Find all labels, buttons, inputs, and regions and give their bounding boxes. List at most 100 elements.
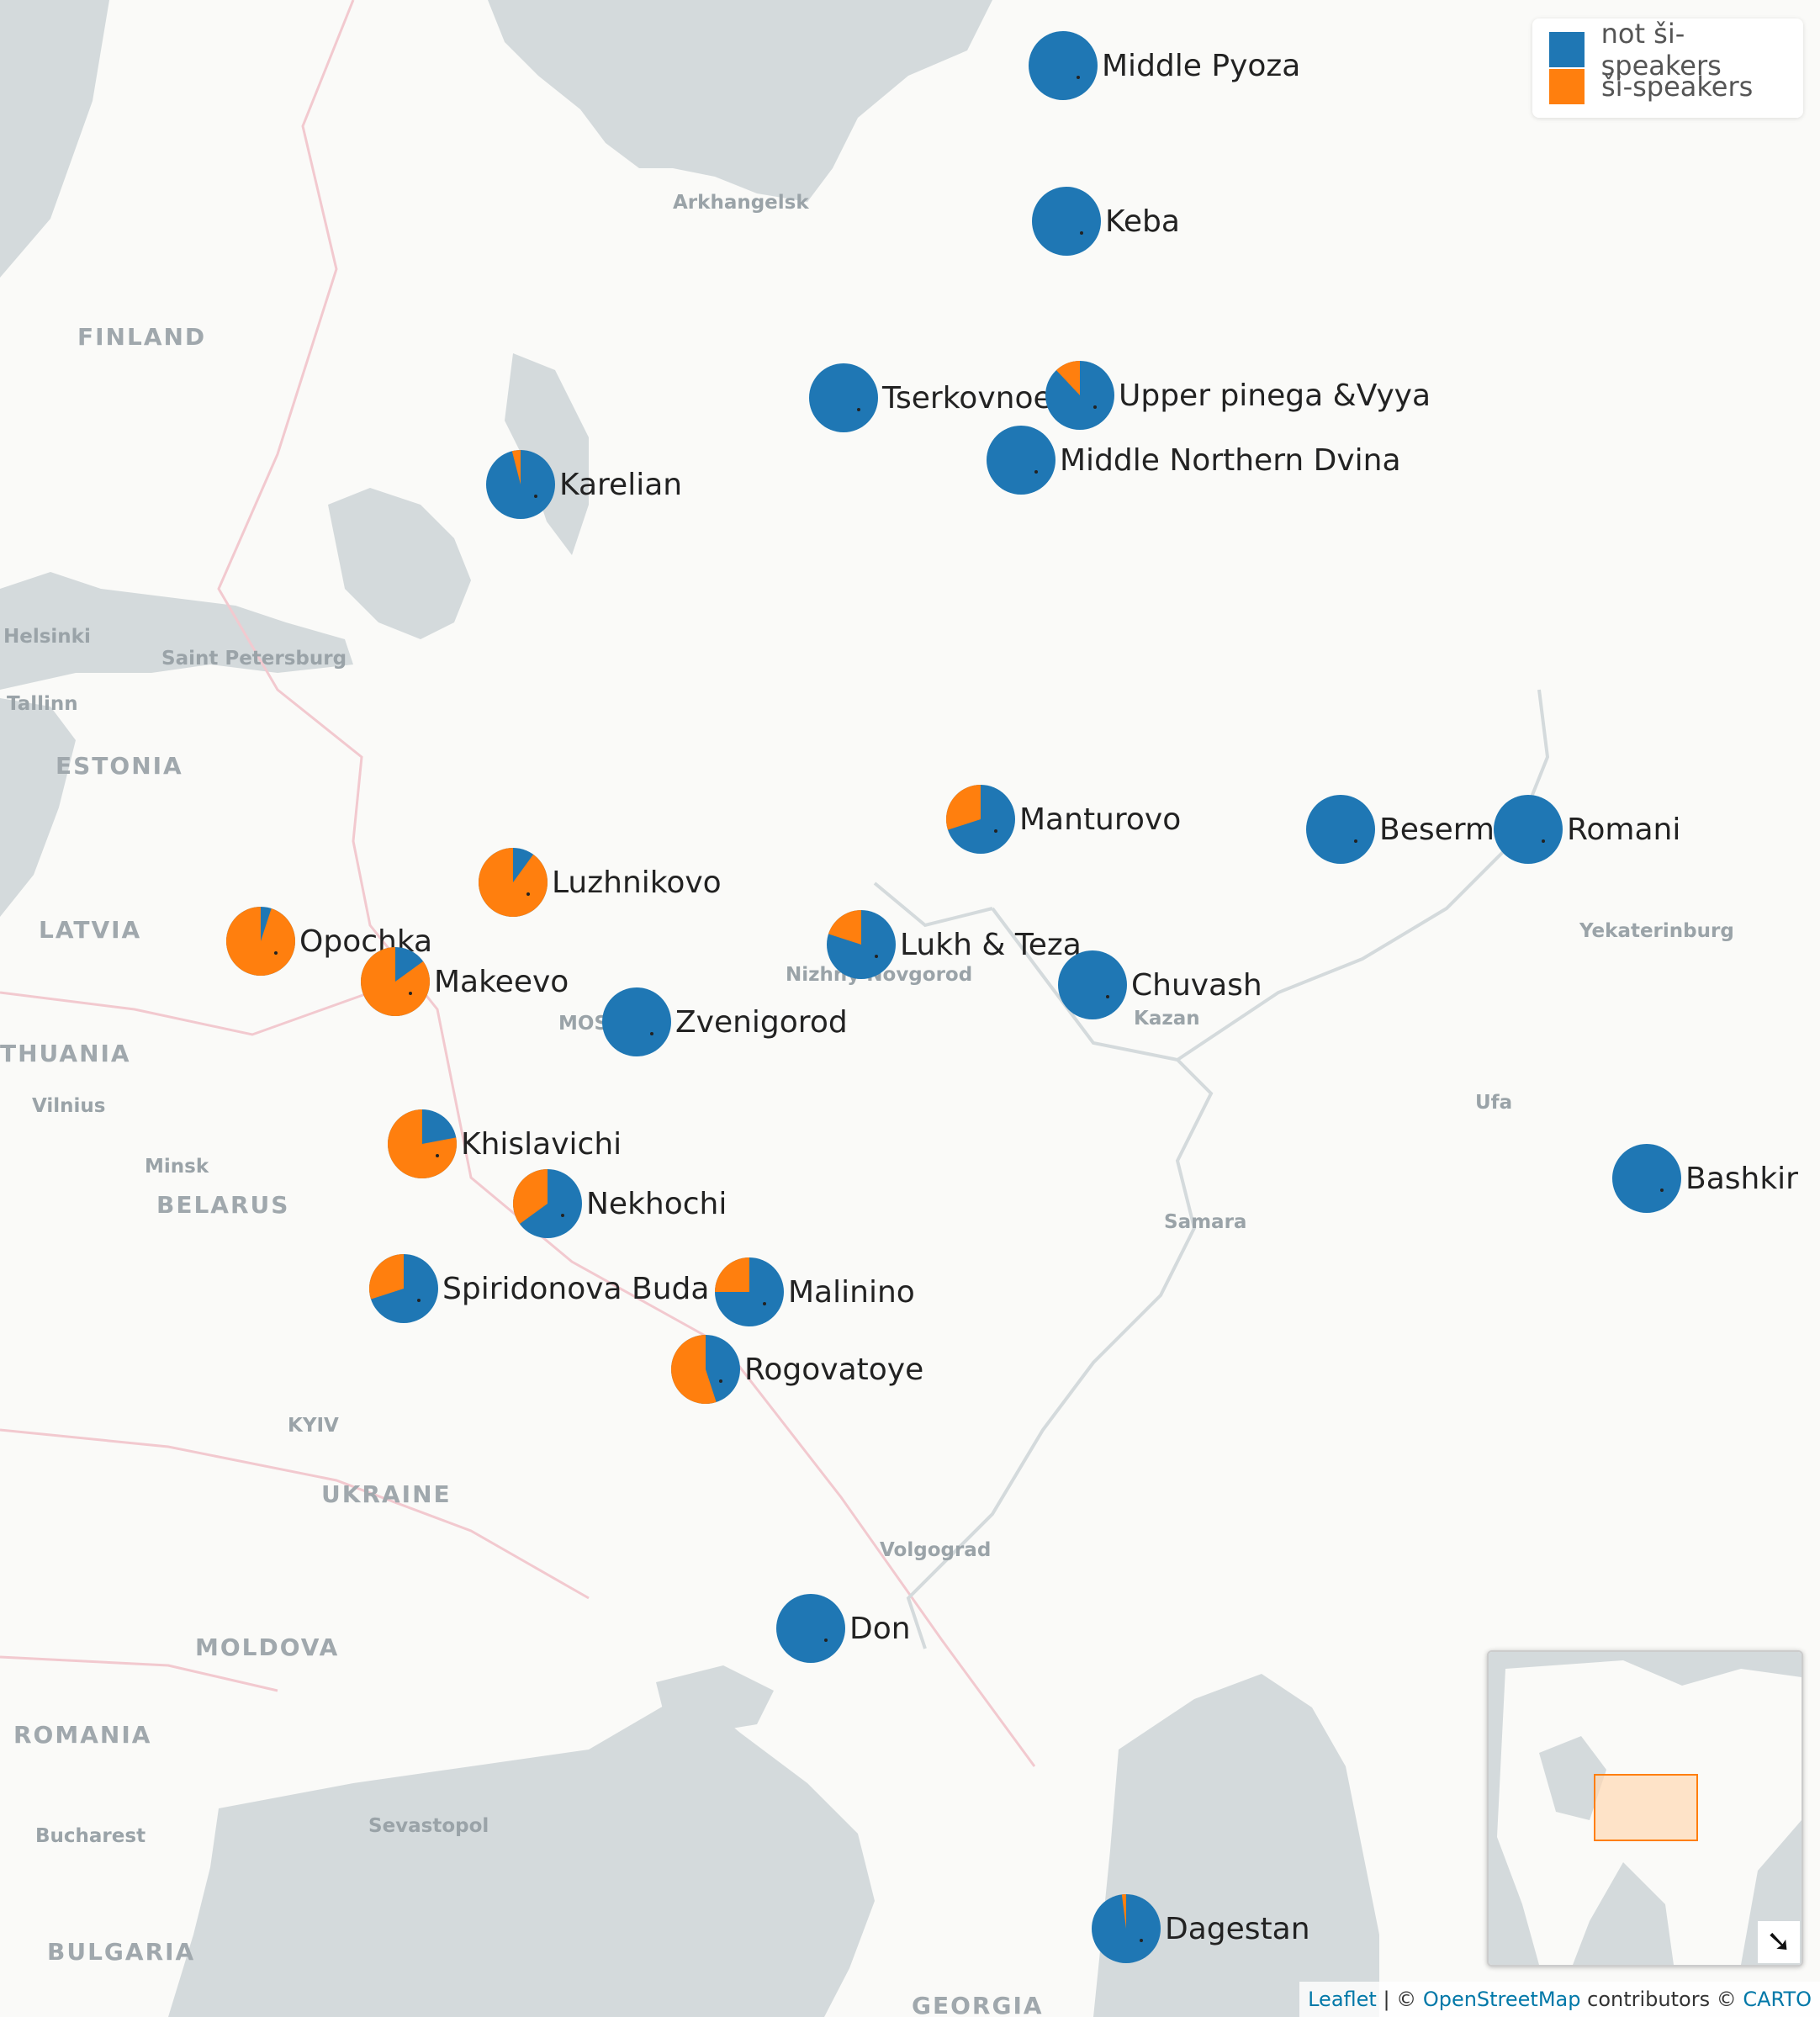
- pie-marker[interactable]: Chuvash: [1058, 950, 1262, 1019]
- pie-marker[interactable]: Luzhnikovo: [478, 848, 722, 917]
- osm-link[interactable]: OpenStreetMap: [1422, 1988, 1581, 2011]
- city-label: KYIV: [288, 1415, 339, 1437]
- city-label: Sevastopol: [368, 1815, 489, 1837]
- pie-anchor-dot: [1106, 995, 1109, 998]
- country-label: THUANIA: [0, 1040, 131, 1067]
- pie-anchor-dot: [274, 951, 278, 955]
- pie-anchor-dot: [994, 829, 997, 833]
- pie-label: Upper pinega &Vyya: [1119, 379, 1431, 413]
- pie-slice-si[interactable]: [225, 907, 295, 976]
- pie-slice-si[interactable]: [946, 785, 981, 830]
- minimap-viewport[interactable]: [1594, 1774, 1698, 1841]
- pie-slice-not-si[interactable]: [809, 363, 878, 432]
- pie-slice-si[interactable]: [715, 1257, 749, 1292]
- pie-slice-si[interactable]: [388, 1109, 458, 1178]
- pie-markers[interactable]: Middle Pyoza Keba Tserkovnoe Upper pinega &…: [225, 31, 1798, 1963]
- pie-anchor-dot: [417, 1299, 421, 1302]
- minimap[interactable]: ➘: [1487, 1650, 1803, 1967]
- country-labels: FINLAND ESTONIA LATVIA THUANIA BELARUS U…: [0, 323, 1044, 2017]
- pie-label: Tserkovnoe: [881, 381, 1052, 416]
- pie-marker[interactable]: Bashkir: [1612, 1144, 1798, 1213]
- pie-marker[interactable]: Nekhochi: [513, 1169, 727, 1238]
- pie-slice-not-si[interactable]: [1612, 1144, 1681, 1213]
- country-label: GEORGIA: [912, 1992, 1044, 2017]
- pie-slice-si[interactable]: [478, 848, 548, 917]
- pie-marker[interactable]: Romani: [1494, 795, 1680, 864]
- pie-slice-not-si[interactable]: [776, 1594, 845, 1663]
- pie-anchor-dot: [1660, 1188, 1664, 1192]
- pie-marker[interactable]: Manturovo: [946, 785, 1181, 854]
- pie-anchor-dot: [763, 1302, 766, 1305]
- pie-label: Dagestan: [1165, 1912, 1310, 1946]
- leaflet-link[interactable]: Leaflet: [1308, 1988, 1377, 2011]
- pie-slice-si[interactable]: [670, 1335, 717, 1404]
- city-label: MOS: [558, 1013, 608, 1035]
- pie-slice-si[interactable]: [513, 1169, 548, 1225]
- city-label: Kazan: [1134, 1008, 1200, 1030]
- pie-slice-si[interactable]: [828, 910, 861, 945]
- pie-anchor-dot: [824, 1638, 828, 1642]
- pie-slice-not-si[interactable]: [1494, 795, 1563, 864]
- pie-slice-not-si[interactable]: [987, 426, 1055, 495]
- pie-slice-si[interactable]: [369, 1254, 404, 1300]
- pie-marker[interactable]: Malinino: [715, 1257, 915, 1326]
- pie-marker[interactable]: Upper pinega &Vyya: [1045, 361, 1431, 430]
- city-label: Samara: [1164, 1211, 1246, 1233]
- pie-marker[interactable]: Middle Northern Dvina: [987, 426, 1401, 495]
- pie-anchor-dot: [875, 955, 878, 958]
- city-label: Arkhangelsk: [673, 192, 809, 214]
- pie-slice-si[interactable]: [511, 450, 521, 484]
- pie-anchor-dot: [719, 1379, 722, 1383]
- pie-slice-not-si[interactable]: [1032, 187, 1101, 256]
- pie-label: Makeevo: [434, 965, 569, 999]
- pie-anchor-dot: [436, 1154, 439, 1157]
- country-label: BELARUS: [156, 1191, 289, 1219]
- pie-marker[interactable]: Rogovatoye: [670, 1335, 923, 1404]
- pie-label: Bashkir: [1685, 1162, 1798, 1196]
- pie-marker[interactable]: Karelian: [486, 450, 682, 519]
- legend-label: not ši-speakers: [1600, 18, 1722, 82]
- country-label: UKRAINE: [321, 1480, 452, 1508]
- country-label: ESTONIA: [56, 752, 183, 780]
- pie-label: Zvenigorod: [675, 1005, 848, 1040]
- legend-item-si: ši-speakers: [1549, 69, 1753, 104]
- pie-marker[interactable]: Don: [776, 1594, 911, 1663]
- pie-slice-not-si[interactable]: [1029, 31, 1098, 100]
- pie-marker[interactable]: Dagestan: [1092, 1894, 1310, 1963]
- city-label: Saint Petersburg: [161, 648, 347, 670]
- pie-label: Romani: [1567, 813, 1680, 847]
- minimap-toggle-button[interactable]: ➘: [1758, 1921, 1800, 1963]
- pie-anchor-dot: [1093, 405, 1097, 409]
- pie-marker[interactable]: Lukh & Teza: [827, 910, 1082, 979]
- pie-marker[interactable]: Khislavichi: [388, 1109, 622, 1178]
- pie-slice-si[interactable]: [1121, 1894, 1126, 1929]
- pie-slice-not-si[interactable]: [602, 987, 671, 1056]
- pie-label: Middle Pyoza: [1102, 49, 1300, 83]
- city-label: Vilnius: [32, 1095, 106, 1117]
- water-bodies: [0, 0, 1379, 2017]
- attribution: Leaflet | © OpenStreetMap contributors ©…: [1299, 1982, 1820, 2017]
- city-label: Bucharest: [35, 1825, 145, 1847]
- legend-item-not-si: not ši-speakers: [1549, 18, 1803, 82]
- pie-marker[interactable]: Zvenigorod: [602, 987, 848, 1056]
- pie-anchor-dot: [1077, 76, 1080, 79]
- pie-marker[interactable]: Spiridonova Buda: [369, 1254, 709, 1323]
- pie-slice-not-si[interactable]: [1306, 795, 1375, 864]
- pie-slice-not-si[interactable]: [1058, 950, 1127, 1019]
- pie-label: Lukh & Teza: [900, 928, 1082, 962]
- pie-anchor-dot: [1354, 839, 1357, 843]
- pie-slice-si[interactable]: [361, 947, 431, 1016]
- pie-marker[interactable]: Middle Pyoza: [1029, 31, 1300, 100]
- pie-slice-si[interactable]: [1055, 361, 1080, 395]
- attribution-contributors: contributors ©: [1580, 1988, 1743, 2011]
- pie-marker[interactable]: Keba: [1032, 187, 1180, 256]
- attribution-sep: | ©: [1376, 1988, 1423, 2011]
- pie-anchor-dot: [857, 408, 860, 411]
- pie-label: Khislavichi: [461, 1127, 622, 1162]
- carto-link[interactable]: CARTO: [1743, 1988, 1812, 2011]
- pie-marker[interactable]: Tserkovnoe: [809, 363, 1052, 432]
- pie-anchor-dot: [526, 892, 530, 896]
- pie-marker[interactable]: Makeevo: [361, 947, 569, 1016]
- country-label: ROMANIA: [13, 1721, 151, 1749]
